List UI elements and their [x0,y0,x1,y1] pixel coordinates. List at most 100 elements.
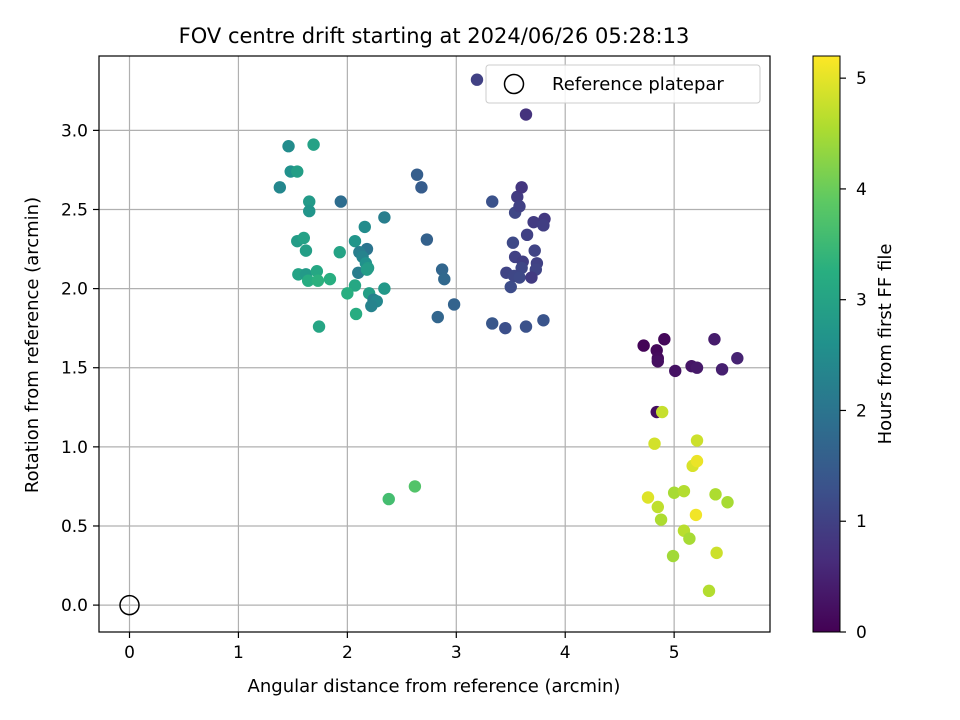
data-point [307,138,320,151]
data-point [504,280,517,294]
data-point [382,492,395,506]
data-point [669,364,682,378]
y-tick-label: 3.0 [61,121,88,141]
data-point [651,500,665,514]
y-tick-label: 0.5 [61,517,88,537]
data-point [447,298,461,311]
data-point [435,263,449,276]
data-point [519,320,533,333]
data-point [470,73,484,86]
data-point [515,261,528,275]
reference-platepar-marker [119,594,140,616]
x-axis-label: Angular distance from reference (arcmin) [248,676,621,697]
y-axis-label: Rotation from reference (arcmin) [22,197,43,493]
x-tick-label: 0 [124,643,135,663]
x-axis-ticks: 0 1 2 3 4 5 [124,632,680,663]
data-point [519,108,533,121]
data-point [708,333,721,346]
data-point [311,274,325,287]
colorbar-tick-label: 2 [856,401,867,421]
data-point [420,233,434,246]
data-point [431,310,444,324]
y-tick-label: 0.0 [61,596,88,616]
y-tick-label: 2.0 [61,280,88,300]
data-point [486,317,499,330]
x-tick-label: 4 [560,643,571,663]
data-point [527,215,540,229]
data-point [333,246,346,259]
data-point [690,454,704,468]
data-point [667,486,681,499]
data-point [334,195,348,208]
data-point [408,480,422,493]
data-point [310,265,324,278]
data-point [537,219,550,232]
data-point [648,437,661,450]
data-point [637,339,650,352]
data-point [683,532,696,545]
data-point [360,263,374,276]
y-axis-ticks: 0.0 0.5 1.0 1.5 2.0 2.5 3.0 [61,121,99,616]
data-point [438,272,451,286]
y-tick-label: 1.0 [61,438,88,458]
colorbar-tick-label: 1 [856,512,867,532]
data-point [378,282,391,295]
data-point [731,352,744,365]
colorbar-gradient [812,55,841,633]
data-point [358,220,371,234]
data-point [702,584,716,598]
chart-title: FOV centre drift starting at 2024/06/26 … [179,24,690,48]
colorbar: 0 1 2 3 4 5 Hours from first FF file [812,55,896,643]
colorbar-tick-label: 3 [856,291,867,311]
data-point [499,321,512,335]
scatter-points [273,73,744,598]
data-point [689,508,703,522]
data-point [690,434,704,447]
data-point [378,211,391,224]
data-point [506,236,520,249]
colorbar-ticks: 0 1 2 3 4 5 [840,69,867,643]
data-point [365,299,378,313]
legend: Reference platepar [485,64,761,104]
grid-lines [99,56,770,632]
colorbar-label: Hours from first FF file [875,244,896,445]
data-point [349,307,363,321]
data-point [658,333,671,346]
data-point [323,272,337,286]
plot-area [98,55,771,633]
data-point [537,314,550,327]
x-tick-label: 1 [233,643,244,663]
data-point [415,181,428,194]
data-point [520,228,534,242]
data-point [513,200,526,213]
data-point [677,484,691,498]
data-point [410,168,424,181]
data-point [655,405,669,419]
data-point [312,320,326,333]
y-tick-label: 2.5 [61,200,88,220]
data-point [348,279,362,292]
data-point [654,513,668,526]
data-point [513,271,526,284]
colorbar-tick-label: 0 [856,623,867,643]
x-tick-label: 2 [342,643,353,663]
data-point [641,491,655,504]
data-point [666,549,680,563]
data-point [690,361,704,374]
data-point [525,271,538,284]
data-point [715,363,729,376]
data-point [511,190,524,204]
legend-label: Reference platepar [552,74,724,95]
data-point [299,244,313,257]
data-point [341,287,354,300]
y-tick-label: 1.5 [61,359,88,379]
colorbar-tick-label: 4 [856,180,867,200]
data-point [528,244,541,257]
data-point [651,355,665,368]
data-point [297,231,310,245]
data-point [515,181,528,194]
data-point [301,274,315,287]
data-point [721,496,734,509]
data-point [282,139,295,153]
